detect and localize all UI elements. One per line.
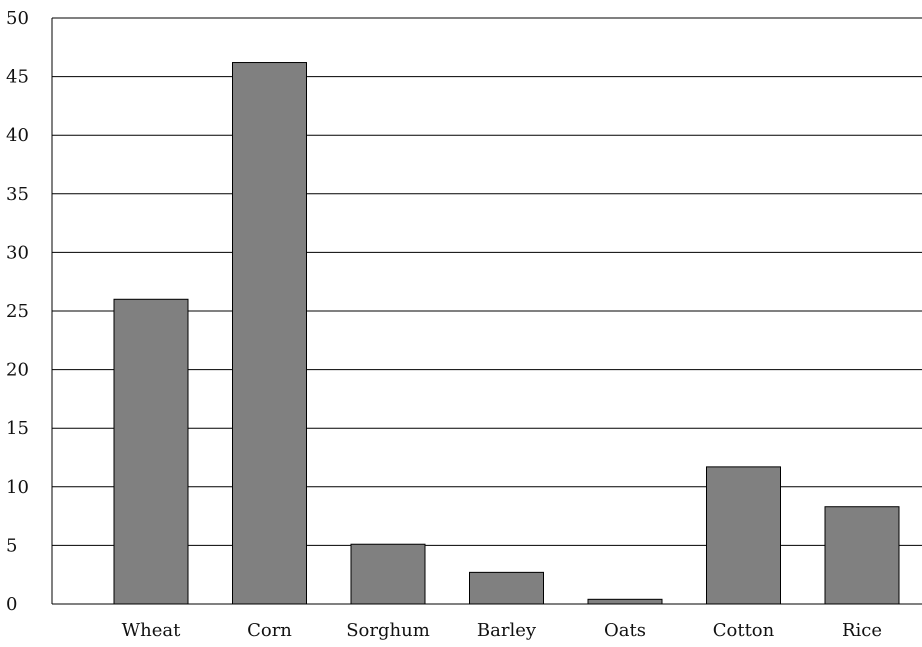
y-tick-label: 25 — [6, 301, 29, 322]
bar-oats — [587, 598, 663, 605]
y-tick-label: 5 — [6, 535, 17, 556]
x-tick-label-barley: Barley — [477, 620, 537, 641]
bar-sorghum — [350, 543, 426, 605]
x-tick-label-rice: Rice — [842, 620, 882, 641]
y-tick-label: 10 — [6, 477, 29, 498]
y-tick-label: 0 — [6, 594, 17, 615]
x-axis-ticks: Wheat Corn Sorghum Barley Oats Cotton Rice — [122, 620, 882, 641]
bars — [113, 62, 900, 605]
bar-cotton — [706, 466, 781, 605]
x-tick-label-wheat: Wheat — [122, 620, 181, 641]
y-tick-label: 45 — [6, 67, 29, 88]
y-tick-label: 15 — [6, 418, 29, 439]
bar-wheat — [113, 298, 189, 605]
x-tick-label-sorghum: Sorghum — [346, 620, 430, 641]
y-tick-label: 50 — [6, 8, 29, 29]
bar-barley — [469, 571, 544, 605]
x-tick-label-corn: Corn — [247, 620, 292, 641]
bar-rice — [824, 506, 900, 605]
y-tick-label: 20 — [6, 360, 29, 381]
y-tick-label: 35 — [6, 184, 29, 205]
gridlines — [52, 17, 922, 546]
x-tick-label-oats: Oats — [604, 620, 646, 641]
axes — [51, 18, 922, 605]
y-axis-ticks: 0 5 10 15 20 25 30 35 40 45 50 — [6, 8, 29, 615]
x-tick-label-cotton: Cotton — [713, 620, 775, 641]
y-tick-label: 30 — [6, 242, 29, 263]
bar-corn — [232, 62, 307, 605]
y-tick-label: 40 — [6, 125, 29, 146]
